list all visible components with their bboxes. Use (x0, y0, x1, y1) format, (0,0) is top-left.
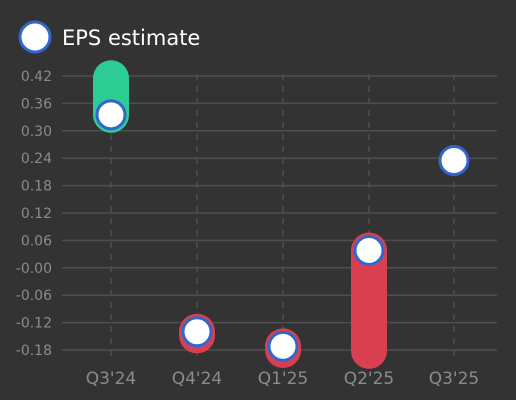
y-axis-ticks: 0.42 0.36 0.30 0.24 0.18 0.12 0.06 -0.00 -0.06 -0… (16, 69, 52, 359)
y-tick-label: -0.00 (16, 261, 52, 277)
y-tick-label: 0.18 (21, 179, 52, 195)
grid-layer (62, 74, 497, 360)
eps-estimate-marker[interactable] (353, 234, 385, 266)
y-tick-label: 0.42 (21, 69, 52, 85)
x-tick-label: Q3'24 (86, 369, 137, 389)
x-tick-label: Q2'25 (344, 369, 395, 389)
eps-estimate-marker[interactable] (267, 330, 299, 362)
legend-marker-icon (18, 20, 52, 54)
x-tick-label: Q1'25 (258, 369, 309, 389)
y-tick-label: 0.06 (21, 233, 52, 249)
eps-estimate-marker[interactable] (438, 144, 470, 176)
x-tick-label: Q4'24 (172, 369, 223, 389)
eps-estimate-marker[interactable] (95, 99, 127, 131)
legend[interactable]: EPS estimate (18, 20, 200, 54)
eps-estimate-marker[interactable] (181, 316, 213, 348)
estimate-markers (95, 99, 470, 362)
eps-miss-bar[interactable] (351, 232, 387, 369)
legend-label: EPS estimate (62, 26, 200, 50)
y-tick-label: 0.36 (21, 96, 52, 112)
y-tick-label: -0.18 (16, 343, 52, 359)
x-axis-ticks: Q3'24 Q4'24 Q1'25 Q2'25 Q3'25 (86, 369, 480, 389)
y-tick-label: 0.30 (21, 124, 52, 140)
y-tick-label: -0.12 (16, 316, 52, 332)
y-tick-label: -0.06 (16, 288, 52, 304)
y-tick-label: 0.12 (21, 206, 52, 222)
x-tick-label: Q3'25 (429, 369, 480, 389)
y-tick-label: 0.24 (21, 151, 52, 167)
